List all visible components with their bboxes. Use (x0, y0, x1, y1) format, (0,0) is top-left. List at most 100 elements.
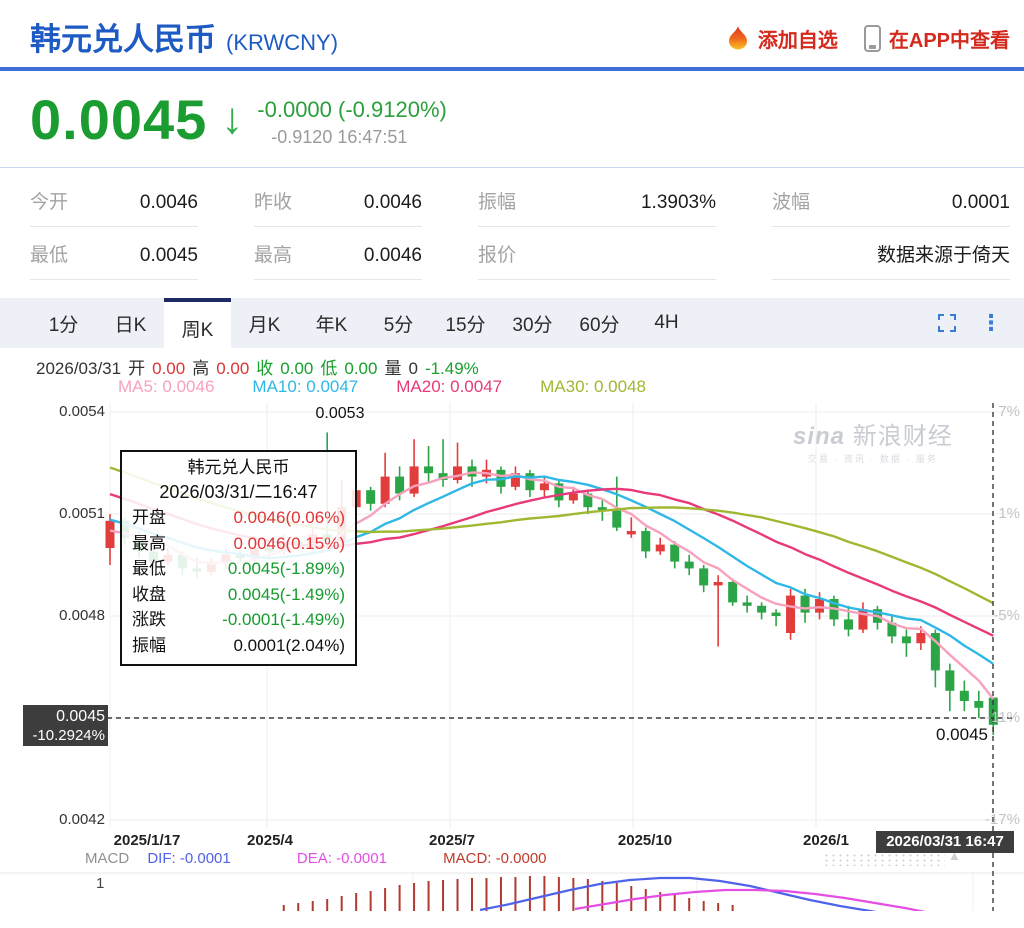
add-watchlist-label: 添加自选 (757, 30, 838, 52)
macd-dea-value: DEA: -0.0001 (296, 850, 387, 867)
stat-value: 0.0045 (139, 245, 198, 266)
view-in-app-label: 在APP中查看 (888, 30, 1010, 52)
more-options-icon[interactable]: ⋮ (980, 310, 1002, 335)
tab-5分[interactable]: 5分 (383, 314, 414, 336)
price-divider (0, 167, 1024, 168)
x-axis-label: 2025/10 (617, 832, 673, 849)
ohlc-segment: 收 (256, 359, 274, 378)
ohlc-segment: 0.00 (216, 359, 250, 378)
crosshair-time-badge: 2026/03/31 16:47 (876, 831, 1014, 853)
ohlc-segment: 开 (128, 359, 146, 378)
tab-30分[interactable]: 30分 (512, 314, 553, 336)
ohlc-segment: 量 (384, 359, 402, 378)
macd-scale-label: 1 (96, 875, 105, 892)
watermark-name: 新浪财经 (852, 423, 953, 450)
stat-cell: 最高 0.0046 (254, 227, 422, 280)
ma-legend-item: MA20: 0.0047 (396, 377, 503, 396)
stat-cell: 波幅 0.0001 (772, 174, 1010, 227)
stat-cell: 昨收 0.0046 (254, 174, 422, 227)
y-axis-pct-label: -17% (984, 811, 1020, 828)
tooltip-row: 最低 0.0045(-1.89%) (132, 559, 345, 578)
y-axis-pct-label: 7% (998, 403, 1020, 420)
tab-1分[interactable]: 1分 (48, 314, 79, 336)
ohlc-segment: 0.00 (344, 359, 378, 378)
tab-日K[interactable]: 日K (114, 314, 147, 336)
crosshair-price: 0.0045 (56, 708, 105, 725)
candle-tooltip: 韩元兑人民币 2026/03/31/二16:47 开盘 0.0046(0.06%)… (120, 450, 357, 666)
tab-周K[interactable]: 周K (164, 298, 231, 354)
ohlc-segment: 高 (192, 359, 210, 378)
stat-value: 数据来源于倚天 (876, 245, 1010, 266)
page-header: 韩元兑人民币 (KRWCNY) 添加自选 在APP中查看 (0, 0, 1024, 67)
stat-cell: 最低 0.0045 (30, 227, 198, 280)
macd-legend: MACD DIF: -0.0001 DEA: -0.0001 MACD: -0.… (85, 850, 547, 867)
y-axis-label: 0.0051 (59, 505, 105, 522)
stat-label: 振幅 (478, 192, 517, 213)
phone-icon (863, 25, 881, 52)
stat-cell: 今开 0.0046 (30, 174, 198, 227)
macd-dif-value: DIF: -0.0001 (147, 850, 231, 867)
price-change-detail: -0.9120 16:47:51 (271, 127, 408, 147)
ma-legend-item: MA30: 0.0048 (540, 377, 646, 396)
chart-panel[interactable]: 2026/03/31 开 0.00 高 0.00 收 0.00 低 0.00 量 0 -1.49% M… (0, 348, 1024, 911)
symbol-code: (KRWCNY) (226, 30, 339, 55)
x-axis-label: 2025/4 (247, 832, 293, 849)
y-axis-pct-label: 1% (998, 505, 1020, 522)
period-tabbar: 1分 日K 周K 月K 年K 5分 15分 30分 60分 4H ⋮ (0, 298, 1024, 354)
ohlc-segment: -1.49% (424, 359, 479, 378)
ma-legend: MA5: 0.0046 MA10: 0.0047 MA20: 0.0047 MA30:… (118, 377, 684, 397)
stat-value: 1.3903% (640, 192, 716, 213)
watermark-slogan: 交易 · 资讯 · 数据 · 服务 (807, 454, 938, 464)
stat-cell: 数据来源于倚天 (772, 227, 1010, 280)
stat-value: 0.0046 (139, 192, 198, 213)
ohlc-segment: 2026/03/31 (36, 359, 122, 378)
macd-macd-value: MACD: -0.0000 (443, 850, 547, 867)
tooltip-title: 韩元兑人民币 (187, 458, 290, 477)
tooltip-row: 振幅 0.0001(2.04%) (132, 635, 345, 655)
ma-legend-item: MA10: 0.0047 (252, 377, 359, 396)
header-divider (0, 67, 1024, 71)
stat-label: 报价 (478, 245, 517, 266)
stat-label: 昨收 (254, 192, 293, 213)
stat-label: 最低 (30, 245, 69, 266)
price-change: -0.0000 (-0.9120%) (257, 97, 447, 122)
last-price-label: 0.0045 (936, 725, 988, 744)
watermark-brand: sina (793, 423, 846, 450)
range-drag-handle[interactable] (823, 853, 945, 866)
ohlc-segment: 低 (320, 359, 338, 378)
stat-value: 0.0001 (951, 192, 1010, 213)
tab-4H[interactable]: 4H (654, 312, 679, 333)
tooltip-row: 涨跌 -0.0001(-1.49%) (132, 610, 345, 629)
x-axis-label: 2026/1 (803, 832, 849, 849)
tooltip-date: 2026/03/31/二16:47 (159, 482, 318, 502)
ohlc-segment: 0.00 (280, 359, 314, 378)
crosshair-pct: -10.2924% (32, 727, 105, 744)
stat-value: 0.0046 (363, 192, 422, 213)
fullscreen-icon[interactable] (938, 314, 956, 332)
current-price: 0.0045 (30, 88, 208, 151)
y-axis-pct-label: -5% (993, 607, 1020, 624)
add-watchlist-button[interactable]: 添加自选 (726, 24, 838, 53)
stat-label: 最高 (254, 245, 293, 266)
page-title: 韩元兑人民币 (30, 22, 216, 57)
tab-15分[interactable]: 15分 (445, 314, 486, 336)
ma-legend-item: MA5: 0.0046 (118, 377, 215, 396)
price-section: 0.0045 ↓ -0.0000 (-0.9120%) -0.9120 16:4… (0, 71, 1024, 159)
ohlc-segment: 0 (408, 359, 418, 378)
stat-cell: 报价 (478, 227, 716, 280)
view-in-app-button[interactable]: 在APP中查看 (863, 24, 1010, 53)
y-axis-label: 0.0054 (59, 403, 105, 420)
stat-value: 0.0046 (363, 245, 422, 266)
tooltip-row: 开盘 0.0046(0.06%) (132, 508, 345, 527)
tooltip-row: 最高 0.0046(0.15%) (132, 533, 345, 553)
tab-60分[interactable]: 60分 (579, 314, 620, 336)
ohlc-info-bar: 2026/03/31 开 0.00 高 0.00 收 0.00 低 0.00 量 0 -1.49% (36, 354, 486, 379)
tab-月K[interactable]: 月K (248, 314, 281, 336)
y-axis-label: 0.0042 (59, 811, 105, 828)
tab-年K[interactable]: 年K (315, 314, 348, 336)
x-axis-label: 2025/7 (429, 832, 475, 849)
down-arrow-icon: ↓ (221, 94, 244, 143)
stat-cell: 振幅 1.3903% (478, 174, 716, 227)
flame-icon (728, 25, 747, 50)
sina-watermark: sina 新浪财经 交易 · 资讯 · 数据 · 服务 (793, 416, 953, 465)
